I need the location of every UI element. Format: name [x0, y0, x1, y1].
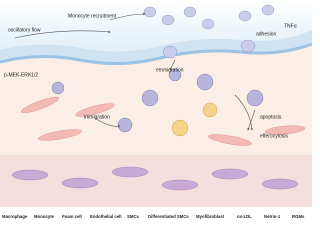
- label: adhesion: [256, 31, 277, 37]
- arrows: [14, 12, 256, 131]
- legend-label: Myofibroblast: [196, 214, 225, 219]
- legend: Macrophage Monocyte Foam cell Endothelial c…: [2, 214, 305, 219]
- legend-label: Netrin-1: [264, 214, 281, 219]
- labels: Monocyte recruitment oscillatory flow TN…: [4, 13, 297, 139]
- diagram: Monocyte recruitment oscillatory flow TN…: [0, 0, 312, 219]
- legend-label: Macrophage: [2, 214, 28, 219]
- legend-label: Foam cell: [62, 214, 82, 219]
- label: Monocyte recruitment: [68, 13, 117, 19]
- cells: [11, 4, 306, 191]
- label: oscillatory flow: [8, 27, 41, 33]
- label: TNFα: [284, 23, 297, 29]
- legend-label: Monocyte: [34, 214, 55, 219]
- legend-label: SMCs: [127, 214, 140, 219]
- label: p-MEK-ERK1/2: [4, 72, 38, 78]
- label: emmigration: [156, 67, 184, 73]
- legend-label: Differentiated SMCs: [148, 214, 189, 219]
- legend-label: ox-LDL: [237, 214, 252, 219]
- legend-label: Endothelial cell: [90, 214, 122, 219]
- label: apoptosis: [260, 114, 282, 120]
- label: efferocytosis: [260, 133, 288, 139]
- label: immigration: [84, 114, 110, 120]
- legend-label: RGMs: [292, 214, 305, 219]
